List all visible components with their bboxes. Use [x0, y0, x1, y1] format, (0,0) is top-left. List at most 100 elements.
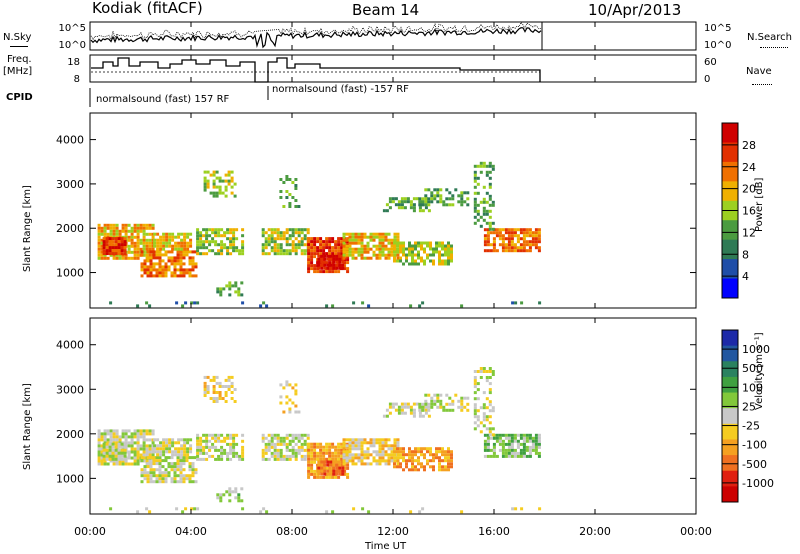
velocity-cell: [331, 442, 335, 446]
velocity-cell: [317, 466, 321, 470]
velocity-cell: [121, 462, 125, 466]
power-cell: [270, 231, 274, 235]
power-cell: [234, 281, 238, 285]
power-colorbar-swatch: [722, 239, 738, 260]
velocity-cell: [127, 462, 131, 466]
velocity-cell: [215, 400, 219, 403]
velocity-cell: [357, 456, 361, 460]
power-cell: [124, 223, 128, 227]
power-cell: [405, 247, 408, 251]
power-cell: [133, 223, 137, 227]
power-cell: [411, 259, 414, 263]
velocity-cell: [317, 472, 321, 476]
power-cell: [504, 231, 508, 235]
velocity-cell: [520, 507, 524, 511]
power-cell: [282, 231, 286, 235]
power-cell: [241, 243, 245, 247]
velocity-cell: [100, 444, 104, 448]
velocity-cell: [378, 462, 382, 466]
velocity-cell: [522, 433, 526, 437]
power-cell: [384, 238, 388, 242]
velocity-cell: [219, 493, 223, 497]
power-cell: [139, 229, 143, 233]
velocity-cell: [387, 444, 391, 448]
velocity-cell: [120, 445, 124, 449]
power-cell: [261, 246, 265, 250]
velocity-cell: [482, 367, 486, 370]
power-cell: [227, 170, 231, 174]
power-cell: [97, 223, 101, 227]
power-cell: [491, 200, 495, 204]
velocity-cell: [438, 456, 441, 460]
velocity-cell: [482, 391, 486, 395]
velocity-cell: [414, 459, 417, 463]
power-cell: [127, 229, 131, 233]
velocity-cell: [206, 385, 210, 388]
velocity-cell: [507, 454, 511, 458]
power-cell: [351, 247, 355, 251]
velocity-cell: [209, 397, 213, 400]
power-cell: [117, 246, 121, 250]
power-cell: [316, 270, 320, 274]
velocity-cell: [409, 408, 413, 412]
velocity-cell: [212, 388, 216, 391]
velocity-cell: [168, 450, 172, 454]
velocity-cell: [531, 442, 535, 446]
power-cell: [167, 250, 171, 254]
power-cell: [488, 164, 492, 168]
velocity-cell: [316, 454, 320, 458]
velocity-cell: [325, 510, 329, 514]
power-cell: [100, 247, 104, 251]
velocity-cell: [173, 465, 177, 469]
power-cell: [381, 250, 385, 254]
velocity-cell: [121, 459, 125, 463]
power-cell: [214, 228, 218, 232]
power-cell: [337, 240, 341, 244]
power-cell: [117, 237, 121, 241]
velocity-cell: [191, 480, 195, 484]
power-cell: [451, 203, 455, 207]
power-cell: [341, 263, 345, 267]
velocity-cell: [183, 444, 187, 448]
power-cell: [189, 232, 193, 236]
power-cell: [158, 271, 162, 275]
velocity-cell: [516, 433, 520, 437]
power-cell: [448, 197, 452, 201]
velocity-cell: [492, 454, 496, 458]
velocity-cell: [405, 465, 408, 469]
power-cell: [218, 188, 222, 192]
power-cell: [229, 237, 233, 241]
power-cell: [476, 191, 480, 195]
velocity-cell: [412, 411, 416, 415]
power-cell: [105, 243, 109, 247]
power-cell: [426, 241, 429, 245]
velocity-cell: [372, 450, 376, 454]
velocity-cell: [341, 472, 345, 476]
power-cell: [202, 234, 206, 238]
xaxis-tick-label-6: 00:00: [680, 525, 712, 538]
power-cell: [412, 197, 416, 201]
velocity-cell: [501, 445, 505, 449]
velocity-cell: [340, 445, 344, 449]
velocity-cell: [450, 450, 453, 454]
power-cell: [408, 241, 411, 245]
velocity-cell: [424, 402, 428, 406]
power-colorbar-swatch: [722, 259, 738, 280]
velocity-cell: [279, 451, 283, 455]
power-cell: [310, 264, 314, 268]
power-cell: [363, 250, 367, 254]
velocity-cell: [317, 469, 321, 473]
power-cell: [412, 209, 416, 213]
velocity-cell: [414, 468, 417, 472]
power-cell: [162, 238, 166, 242]
velocity-cell: [180, 447, 184, 451]
power-cell: [114, 237, 118, 241]
power-cell: [194, 262, 198, 266]
power-cell: [156, 247, 160, 251]
velocity-cell: [237, 493, 241, 497]
power-cell: [109, 226, 113, 230]
velocity-cell: [473, 415, 477, 419]
velocity-cell: [143, 468, 147, 472]
velocity-cell: [130, 441, 134, 445]
velocity-cell: [196, 433, 200, 437]
